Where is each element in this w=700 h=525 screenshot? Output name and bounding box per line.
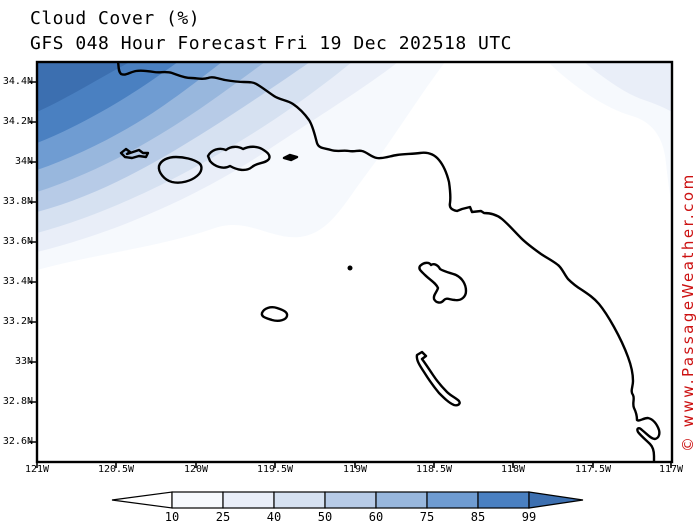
colorbar-segment-40-50 — [273, 491, 326, 509]
lat-label: 33.4N — [2, 276, 33, 287]
longitude-tick-marks — [36, 462, 672, 468]
island-anacapa — [282, 153, 299, 162]
lat-label: 34N — [14, 156, 33, 167]
island-santa-catalina — [418, 261, 468, 304]
island-santa-cruz — [206, 145, 271, 172]
contour-band-99 — [37, 62, 130, 112]
island-san-miguel — [119, 147, 150, 160]
lat-label: 33.6N — [2, 236, 33, 247]
lon-label: 119W — [342, 464, 368, 475]
cloud-cover-contours — [37, 62, 672, 270]
lat-label: 32.6N — [2, 436, 33, 447]
lat-label: 33.8N — [2, 196, 33, 207]
lat-label: 32.8N — [2, 396, 33, 407]
colorbar-tick-label: 40 — [266, 510, 282, 524]
colorbar-tick-label: 60 — [368, 510, 384, 524]
colorbar-tick-label: 99 — [521, 510, 537, 524]
lon-label: 120.5W — [97, 464, 135, 475]
lat-label: 34.2N — [2, 116, 33, 127]
colorbar-tick-label: 50 — [317, 510, 333, 524]
lon-label: 119.5W — [256, 464, 294, 475]
colorbar-segment-10-25 — [171, 491, 224, 509]
colorbar-segment-85-99 — [477, 491, 530, 509]
lon-label: 121W — [24, 464, 50, 475]
lat-label: 34.4N — [2, 76, 33, 87]
colorbar-tick-label: 85 — [470, 510, 486, 524]
colorbar-over-arrow — [528, 491, 584, 509]
latitude-tick-marks — [29, 81, 37, 443]
island-santa-rosa — [157, 155, 203, 184]
island-san-nicolas — [260, 306, 289, 322]
lat-label: 33.2N — [2, 316, 33, 327]
colorbar-segment-75-85 — [426, 491, 479, 509]
lat-label: 33N — [14, 356, 33, 367]
lon-label: 118.5W — [415, 464, 453, 475]
colorbar-tick-label: 75 — [419, 510, 435, 524]
lon-label: 120W — [183, 464, 209, 475]
colorbar-segment-25-40 — [222, 491, 275, 509]
colorbar-tick-label: 10 — [164, 510, 180, 524]
lon-label: 117.5W — [574, 464, 612, 475]
lon-label: 117W — [658, 464, 684, 475]
valid-time: 18 UTC — [444, 33, 513, 54]
contour-lobe-northeast-inner — [584, 62, 672, 112]
valid-date: Fri 19 Dec 2025 — [274, 33, 445, 54]
forecast-model-line: GFS 048 Hour Forecast — [30, 33, 269, 54]
passageweather-watermark: © www.PassageWeather.com — [679, 172, 697, 452]
colorbar-segment-50-60 — [324, 491, 377, 509]
island-san-clemente — [415, 350, 461, 407]
lon-label: 118W — [500, 464, 526, 475]
page-title: Cloud Cover (%) — [30, 8, 201, 29]
colorbar-tick-label: 25 — [215, 510, 231, 524]
colorbar-under-arrow — [111, 491, 173, 509]
island-santa-barbara — [347, 265, 353, 271]
colorbar — [111, 491, 584, 509]
colorbar-segment-60-75 — [375, 491, 428, 509]
california-coastline — [116, 62, 661, 462]
coastline-layer — [116, 62, 661, 462]
